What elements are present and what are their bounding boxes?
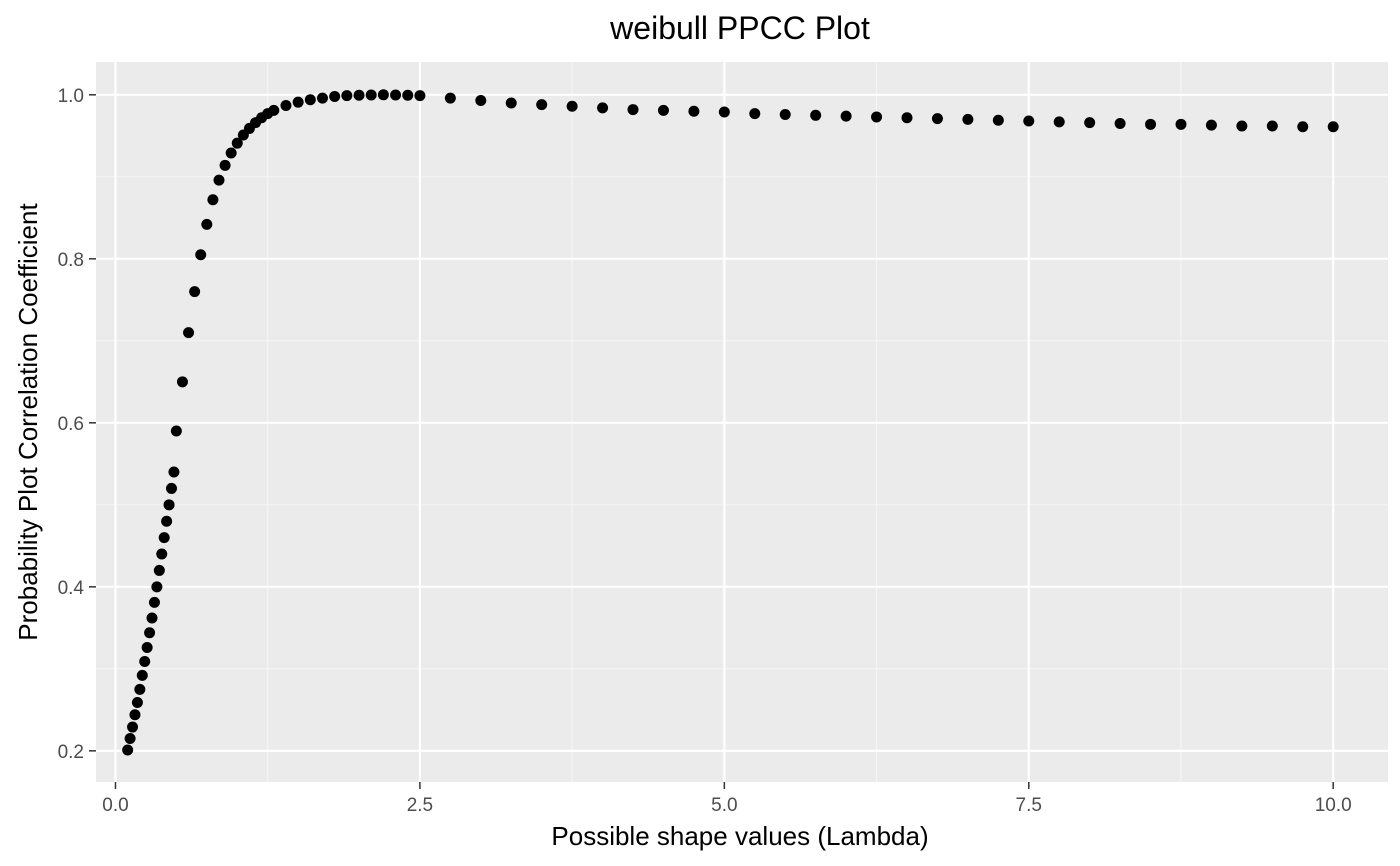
x-tick-label: 5.0 bbox=[711, 795, 737, 816]
data-point bbox=[195, 249, 207, 261]
data-point bbox=[168, 466, 180, 478]
data-point bbox=[1297, 121, 1309, 133]
data-point bbox=[365, 89, 377, 101]
y-axis-ticks: 0.2 0.4 0.6 0.8 1.0 bbox=[58, 86, 96, 763]
x-tick-label: 0.0 bbox=[102, 795, 128, 816]
data-point bbox=[718, 106, 730, 118]
y-tick-label: 0.4 bbox=[58, 578, 85, 599]
data-point bbox=[219, 159, 231, 171]
data-point bbox=[280, 99, 292, 111]
data-point bbox=[688, 105, 700, 117]
data-point bbox=[475, 95, 487, 107]
data-point bbox=[163, 499, 175, 511]
data-point bbox=[329, 90, 341, 102]
data-point bbox=[627, 104, 639, 116]
data-point bbox=[1053, 116, 1065, 128]
data-point bbox=[144, 627, 156, 639]
data-points bbox=[122, 89, 1339, 756]
data-point bbox=[871, 111, 883, 123]
data-point bbox=[810, 109, 822, 121]
x-tick-label: 7.5 bbox=[1016, 795, 1042, 816]
data-point bbox=[131, 696, 143, 708]
data-point bbox=[268, 104, 280, 116]
data-point bbox=[127, 721, 139, 733]
data-point bbox=[566, 100, 578, 112]
data-point bbox=[1114, 118, 1126, 130]
y-tick-label: 0.2 bbox=[58, 742, 84, 763]
data-point bbox=[962, 113, 974, 125]
data-point bbox=[139, 655, 151, 667]
data-point bbox=[146, 612, 158, 624]
data-point bbox=[1236, 120, 1248, 132]
data-point bbox=[189, 286, 201, 298]
data-point bbox=[158, 532, 170, 544]
data-point bbox=[1023, 115, 1035, 127]
data-point bbox=[231, 137, 243, 149]
data-point bbox=[353, 89, 365, 101]
data-point bbox=[390, 89, 402, 101]
data-point bbox=[165, 482, 177, 494]
data-point bbox=[840, 110, 852, 122]
data-point bbox=[151, 581, 163, 593]
data-point bbox=[213, 174, 225, 186]
data-point bbox=[170, 425, 182, 437]
x-tick-label: 10.0 bbox=[1315, 795, 1352, 816]
data-point bbox=[292, 96, 304, 108]
data-point bbox=[597, 102, 609, 114]
data-point bbox=[1175, 118, 1187, 130]
data-point bbox=[1327, 121, 1339, 133]
data-point bbox=[402, 89, 414, 101]
data-point bbox=[207, 194, 219, 206]
data-point bbox=[1266, 120, 1278, 132]
data-point bbox=[134, 683, 146, 695]
data-point bbox=[1084, 117, 1096, 129]
data-point bbox=[304, 94, 316, 106]
data-point bbox=[536, 99, 548, 111]
x-axis-label: Possible shape values (Lambda) bbox=[551, 821, 928, 851]
data-point bbox=[901, 112, 913, 124]
data-point bbox=[316, 92, 328, 104]
data-point bbox=[414, 90, 426, 102]
x-axis-ticks: 0.0 2.5 5.0 7.5 10.0 bbox=[102, 782, 1352, 816]
data-point bbox=[341, 90, 353, 102]
data-point bbox=[931, 113, 943, 125]
y-axis-label: Probability Plot Correlation Coefficient bbox=[13, 203, 43, 641]
data-point bbox=[992, 114, 1004, 126]
data-point bbox=[153, 564, 165, 576]
data-point bbox=[156, 548, 168, 560]
x-tick-label: 2.5 bbox=[407, 795, 433, 816]
data-point bbox=[779, 108, 791, 120]
data-point bbox=[1205, 119, 1217, 131]
data-point bbox=[129, 709, 141, 721]
data-point bbox=[201, 218, 213, 230]
data-point bbox=[124, 733, 136, 745]
data-point bbox=[141, 642, 153, 654]
data-point bbox=[183, 327, 195, 339]
y-tick-label: 0.6 bbox=[58, 414, 84, 435]
data-point bbox=[161, 515, 173, 527]
data-point bbox=[148, 596, 160, 608]
data-point bbox=[505, 97, 517, 109]
data-point bbox=[176, 376, 188, 388]
data-point bbox=[1145, 118, 1157, 130]
data-point bbox=[136, 669, 148, 681]
data-point bbox=[749, 108, 761, 120]
y-tick-label: 0.8 bbox=[58, 250, 84, 271]
data-point bbox=[657, 104, 669, 116]
data-point bbox=[444, 92, 456, 104]
chart-title: weibull PPCC Plot bbox=[609, 10, 870, 46]
data-point bbox=[122, 744, 134, 756]
y-tick-label: 1.0 bbox=[58, 86, 84, 107]
data-point bbox=[225, 147, 237, 159]
data-point bbox=[377, 89, 389, 101]
